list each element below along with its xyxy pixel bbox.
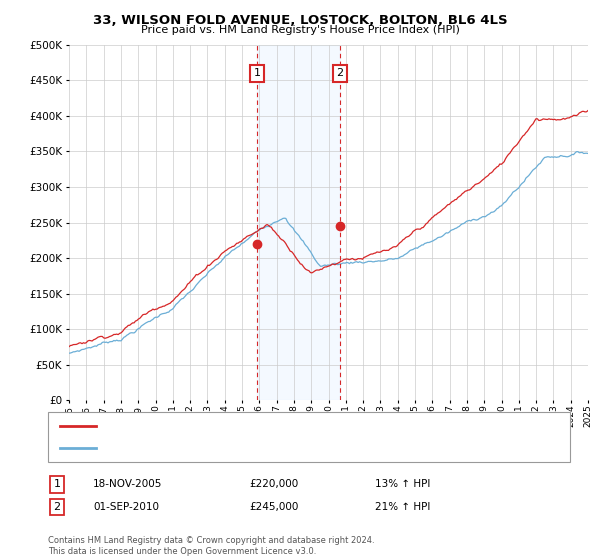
Text: 18-NOV-2005: 18-NOV-2005 — [93, 479, 163, 489]
Text: £245,000: £245,000 — [249, 502, 298, 512]
Text: 33, WILSON FOLD AVENUE, LOSTOCK, BOLTON, BL6 4LS (detached house): 33, WILSON FOLD AVENUE, LOSTOCK, BOLTON,… — [102, 421, 464, 431]
Text: £220,000: £220,000 — [249, 479, 298, 489]
Text: Price paid vs. HM Land Registry's House Price Index (HPI): Price paid vs. HM Land Registry's House … — [140, 25, 460, 35]
Text: 33, WILSON FOLD AVENUE, LOSTOCK, BOLTON, BL6 4LS: 33, WILSON FOLD AVENUE, LOSTOCK, BOLTON,… — [92, 14, 508, 27]
Text: 13% ↑ HPI: 13% ↑ HPI — [375, 479, 430, 489]
Text: 2: 2 — [53, 502, 61, 512]
Bar — [257, 45, 340, 400]
Text: HPI: Average price, detached house, Bolton: HPI: Average price, detached house, Bolt… — [102, 443, 314, 453]
Text: Contains HM Land Registry data © Crown copyright and database right 2024.
This d: Contains HM Land Registry data © Crown c… — [48, 536, 374, 556]
Text: 01-SEP-2010: 01-SEP-2010 — [93, 502, 159, 512]
Text: 1: 1 — [254, 68, 261, 78]
Text: 2: 2 — [337, 68, 344, 78]
Text: 21% ↑ HPI: 21% ↑ HPI — [375, 502, 430, 512]
Text: 1: 1 — [53, 479, 61, 489]
